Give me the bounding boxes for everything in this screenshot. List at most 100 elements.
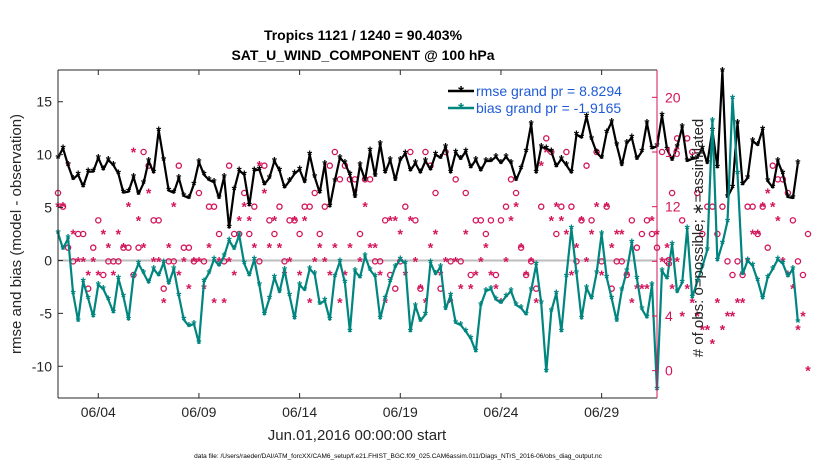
- legend-rmse-text: rmse grand pr = 8.8294: [476, 83, 622, 99]
- assimilated-obs-marker: *: [609, 240, 615, 256]
- bias-point: *: [368, 263, 374, 278]
- rmse-point: *: [579, 131, 585, 146]
- rmse-point: *: [433, 148, 439, 163]
- rmse-point: *: [81, 179, 87, 194]
- bias-point: *: [730, 92, 736, 107]
- rmse-point: *: [584, 110, 590, 125]
- rmse-point: *: [131, 170, 137, 185]
- rmse-point: *: [745, 171, 751, 186]
- bias-point: *: [91, 310, 97, 325]
- rmse-point: *: [373, 169, 379, 184]
- bias-point: *: [262, 307, 268, 322]
- rmse-point: *: [619, 158, 625, 173]
- rmse-point: *: [96, 151, 102, 166]
- possible-obs-marker: [628, 217, 636, 224]
- rmse-point: *: [740, 177, 746, 192]
- bias-point: *: [559, 324, 565, 339]
- rmse-point: *: [564, 158, 570, 173]
- rmse-point: *: [488, 154, 494, 169]
- bias-point: *: [212, 252, 218, 267]
- rmse-point: *: [649, 141, 655, 156]
- bias-point: *: [413, 299, 419, 314]
- possible-obs-marker: [281, 258, 288, 265]
- y-axis-label: rmse and bias (model - observation): [8, 114, 25, 354]
- assimilated-obs-marker: *: [287, 253, 293, 269]
- rmse-point: *: [398, 153, 404, 168]
- rmse-point: *: [670, 153, 676, 168]
- assimilated-obs-marker: *: [619, 226, 625, 242]
- assimilated-obs-marker: *: [735, 294, 741, 310]
- rmse-point: *: [217, 191, 223, 206]
- possible-obs-marker: [688, 148, 696, 156]
- bias-point: *: [277, 285, 283, 300]
- assimilated-obs-marker: *: [272, 212, 278, 228]
- bias-point: *: [675, 285, 681, 300]
- rmse-point: *: [363, 173, 369, 188]
- bias-point: *: [206, 266, 212, 281]
- possible-obs-marker: [699, 230, 706, 238]
- rmse-point: *: [76, 168, 82, 183]
- possible-obs-marker: [719, 203, 726, 210]
- bias-point: *: [488, 282, 494, 297]
- bias-point: *: [534, 258, 540, 273]
- bias-point: *: [126, 313, 132, 328]
- assimilated-obs-marker: *: [508, 212, 514, 228]
- bias-point: *: [151, 262, 157, 277]
- possible-obs-marker: [522, 271, 530, 279]
- bias-point: *: [539, 296, 545, 311]
- y2-tick-label: 12: [665, 199, 681, 215]
- possible-obs-marker: [417, 285, 424, 292]
- assimilated-obs-marker: *: [559, 212, 565, 228]
- bias-point: *: [634, 271, 640, 286]
- rmse-point: *: [790, 191, 796, 206]
- assimilated-obs-marker: *: [146, 185, 152, 201]
- assimilated-obs-marker: *: [705, 322, 711, 338]
- assimilated-obs-marker: *: [136, 212, 142, 228]
- bias-point: *: [312, 267, 318, 282]
- rmse-point: *: [297, 162, 303, 177]
- bias-point: *: [519, 301, 525, 316]
- assimilated-obs-marker: *: [161, 294, 167, 310]
- possible-obs-marker: [734, 258, 741, 265]
- rmse-point: *: [403, 147, 409, 162]
- assimilated-obs-marker: *: [488, 267, 494, 283]
- bias-point: *: [242, 257, 248, 272]
- assimilated-obs-marker: *: [433, 226, 439, 242]
- rmse-point: *: [186, 191, 192, 206]
- rmse-point: *: [493, 150, 499, 165]
- bias-point: *: [770, 262, 776, 277]
- y-tick-label: -5: [40, 305, 53, 321]
- assimilated-obs-marker: *: [428, 240, 434, 256]
- rmse-point: *: [106, 153, 112, 168]
- rmse-point: *: [423, 154, 429, 169]
- rmse-point: *: [393, 173, 399, 188]
- bias-point: *: [337, 255, 343, 270]
- x-axis-label: Jun.01,2016 00:00:00 start: [268, 427, 447, 444]
- rmse-point: *: [181, 189, 187, 204]
- assimilated-obs-marker: *: [770, 199, 776, 215]
- assimilated-obs-marker: *: [760, 199, 766, 215]
- bias-point: *: [453, 316, 459, 331]
- assimilated-obs-marker: *: [418, 281, 424, 297]
- possible-obs-marker: [407, 148, 414, 156]
- rmse-point: *: [478, 164, 484, 179]
- bias-point: *: [775, 252, 781, 267]
- y2-axis-label: # of obs: o=possible; ∗=assimilated: [690, 119, 707, 358]
- rmse-point: *: [191, 177, 197, 192]
- bias-point: *: [695, 275, 701, 290]
- assimilated-obs-marker: *: [458, 281, 464, 297]
- bias-point: *: [624, 264, 630, 279]
- rmse-point: *: [599, 151, 605, 166]
- bias-point: *: [468, 332, 474, 347]
- bias-point: *: [508, 284, 514, 299]
- assimilated-obs-marker: *: [594, 199, 600, 215]
- possible-obs-marker: [366, 176, 374, 183]
- assimilated-obs-marker: *: [800, 308, 806, 324]
- bias-point: *: [186, 319, 192, 334]
- rmse-point: *: [503, 150, 509, 165]
- possible-obs-marker: [135, 244, 142, 251]
- y-tick-label: 5: [44, 200, 52, 216]
- assimilated-obs-marker: *: [126, 199, 132, 215]
- assimilated-obs-marker: *: [564, 226, 570, 242]
- bias-point: *: [670, 238, 676, 253]
